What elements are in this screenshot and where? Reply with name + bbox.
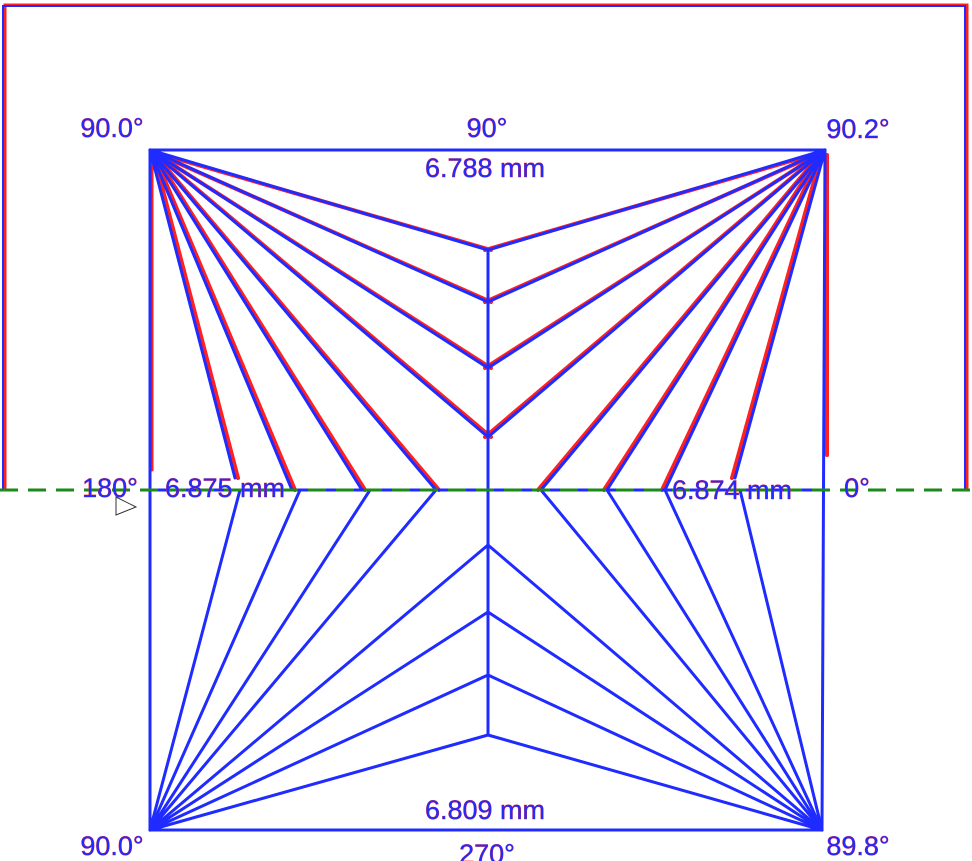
facet-line: [148, 148, 490, 304]
facet-line: [148, 148, 294, 492]
facet-line: [486, 610, 824, 832]
facet-line: [663, 148, 827, 492]
edge-length: 6.809 mm: [425, 795, 545, 825]
facet-line: [486, 148, 827, 252]
facet-line: [148, 610, 490, 832]
facet-line-red: [151, 150, 367, 492]
facet-line: [539, 148, 827, 492]
direction-label: 90°: [467, 113, 508, 143]
outer-frame: [2, 5, 966, 490]
facet-line: [738, 488, 824, 832]
facet-line: [605, 488, 824, 832]
direction-label: 180°: [82, 473, 138, 503]
cursor: [115, 496, 138, 516]
facet-line: [148, 673, 490, 832]
facet-line: [733, 148, 827, 480]
facet-line-red: [730, 150, 824, 480]
facet-line: [148, 148, 438, 492]
facet-line: [148, 148, 364, 492]
facet-line-red: [602, 150, 824, 492]
corner-angle: 90.0°: [80, 113, 143, 143]
facet-line: [148, 148, 490, 370]
facet-line: [148, 488, 438, 832]
corner-angle: 90.0°: [80, 831, 143, 861]
direction-label: 0°: [844, 473, 870, 503]
facet-line: [486, 148, 827, 439]
facet-line: [663, 488, 824, 832]
facet-line: [148, 488, 372, 832]
facet-line: [605, 148, 827, 492]
facet-line-red: [151, 150, 297, 492]
edge-length: 6.875 mm: [165, 473, 285, 503]
facet-line: [148, 733, 490, 832]
facet-line: [148, 148, 237, 480]
facet-line: [148, 148, 490, 439]
facet-line: [486, 148, 827, 304]
facet-line: [486, 148, 827, 370]
facet-line-red: [151, 150, 240, 480]
edge-length: 6.874 mm: [672, 475, 792, 505]
facet-line: [486, 543, 824, 832]
corner-angle: 90.2°: [826, 114, 889, 144]
corner-angle: 89.8°: [826, 831, 889, 861]
facet-line: [148, 488, 302, 832]
facet-line: [539, 488, 824, 832]
facet-line: [486, 733, 824, 832]
facet-line: [148, 543, 490, 832]
direction-label: 270°: [459, 839, 515, 861]
edge-length: 6.788 mm: [425, 153, 545, 183]
facet-line-red: [660, 150, 824, 492]
facet-line: [148, 148, 490, 252]
facet-line: [148, 488, 242, 832]
facet-line: [486, 673, 824, 832]
